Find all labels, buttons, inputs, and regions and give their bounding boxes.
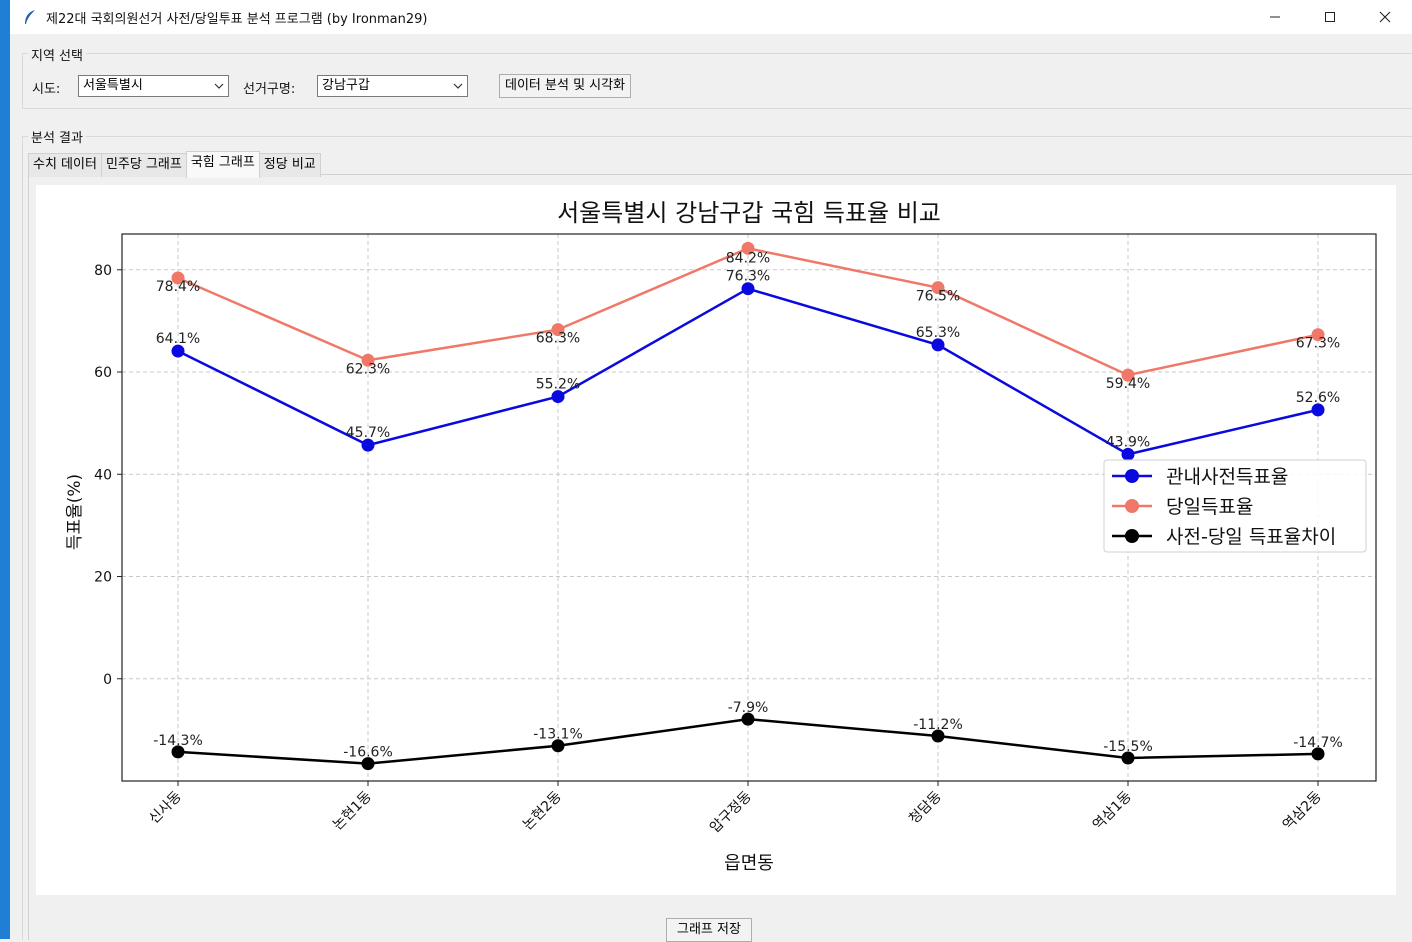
result-tabs: 수치 데이터 민주당 그래프 국힘 그래프 정당 비교 [28,150,321,178]
data-label: -15.5% [1103,739,1153,755]
save-graph-button[interactable]: 그래프 저장 [666,918,752,942]
analyze-button[interactable]: 데이터 분석 및 시각화 [499,74,632,98]
x-tick-label: 논현2동 [520,788,565,833]
x-tick-label: 논현1동 [330,788,375,833]
window-title: 제22대 국회의원선거 사전/당일투표 분석 프로그램 (by Ironman2… [46,11,428,27]
region-frame-label: 지역 선택 [28,45,86,64]
data-label: -16.6% [343,745,393,761]
data-label: 59.4% [1106,376,1150,392]
data-label: -11.2% [913,717,963,733]
data-label: 76.5% [916,289,960,305]
tab-numeric-data[interactable]: 수치 데이터 [28,153,102,177]
chevron-down-icon [214,83,224,89]
y-tick-label: 40 [94,467,112,483]
data-point [551,739,565,753]
data-label: 68.3% [536,331,580,347]
minimize-button[interactable] [1247,0,1302,34]
region-frame [22,53,1412,109]
x-tick-label: 압구정동 [707,788,755,836]
legend-marker [1125,529,1139,543]
y-tick-label: 80 [94,263,112,279]
maximize-icon [1324,12,1335,22]
data-point [1121,751,1135,765]
data-point [361,438,375,452]
data-point [171,745,185,759]
chart-title: 서울특별시 강남구갑 국힘 득표율 비교 [557,199,941,227]
x-tick-label: 청담동 [906,788,945,827]
plot-frame [121,233,1377,782]
data-label: 52.6% [1296,390,1340,406]
line-chart: 서울특별시 강남구갑 국힘 득표율 비교 득표율(%) 읍면동 0 20 40 60 8… [65,199,1377,874]
title-bar: 제22대 국회의원선거 사전/당일투표 분석 프로그램 (by Ironman2… [10,0,1412,34]
data-point [931,338,945,352]
x-tick-label: 역삼1동 [1090,788,1135,833]
tab-democratic-graph[interactable]: 민주당 그래프 [100,153,187,177]
data-label: 67.3% [1296,336,1340,352]
data-label: 76.3% [726,269,770,285]
data-label: -14.7% [1293,735,1343,751]
sido-select[interactable]: 서울특별시 [78,75,229,97]
data-point [741,241,755,255]
chart-x-axis-label: 읍면동 [724,853,774,874]
minimize-icon [1269,16,1280,18]
x-tick-label: 신사동 [146,788,185,827]
data-label: 64.1% [156,331,200,347]
y-tick-label: 60 [94,365,112,381]
x-tick-label: 역삼2동 [1280,788,1325,833]
data-point [1311,747,1325,761]
tab-party-comparison[interactable]: 정당 비교 [258,153,321,177]
district-value: 강남구갑 [322,78,370,93]
chevron-down-icon [453,83,463,89]
y-tick-label: 20 [94,570,112,586]
legend-box [1103,459,1367,553]
sido-label: 시도: [32,82,61,97]
data-point [1311,328,1325,342]
chart-canvas: 서울특별시 강남구갑 국힘 득표율 비교 득표율(%) 읍면동 0 20 40 60 8… [36,185,1396,895]
chart-y-axis-label: 득표율(%) [65,474,85,550]
close-icon [1379,11,1390,23]
data-point [1311,403,1325,417]
data-point [361,353,375,367]
legend-label: 사전-당일 득표율차이 [1166,526,1336,548]
close-button[interactable] [1357,0,1412,34]
data-point [551,323,565,337]
legend-marker [1125,499,1139,513]
maximize-button[interactable] [1302,0,1357,34]
legend-marker [1125,469,1139,483]
data-label: 45.7% [346,425,390,441]
data-point [931,281,945,295]
data-label: -7.9% [728,700,769,716]
data-point [1121,447,1135,461]
tab-ppp-graph[interactable]: 국힘 그래프 [185,151,260,178]
legend-label: 당일득표율 [1166,496,1253,518]
data-label: 43.9% [1106,434,1150,450]
data-point [1121,368,1135,382]
result-frame [22,136,1412,940]
data-point [741,712,755,726]
data-point [741,282,755,296]
result-frame-label: 분석 결과 [28,127,86,146]
data-label: 55.2% [536,377,580,393]
y-tick-label: 0 [103,672,112,688]
data-label: 84.2% [726,250,770,266]
legend-label: 관내사전득표율 [1166,466,1288,488]
data-label: -14.3% [153,733,203,749]
data-point [171,271,185,285]
feather-icon [25,10,35,24]
district-label: 선거구명: [243,82,296,97]
data-point [551,390,565,404]
data-label: 62.3% [346,361,390,377]
data-label: -13.1% [533,727,583,743]
data-point [171,344,185,358]
data-label: 65.3% [916,325,960,341]
sido-value: 서울특별시 [83,78,143,93]
data-label: 78.4% [156,279,200,295]
data-point [931,729,945,743]
district-select[interactable]: 강남구갑 [317,75,468,97]
data-point [361,757,375,771]
desktop-strip [0,0,10,939]
